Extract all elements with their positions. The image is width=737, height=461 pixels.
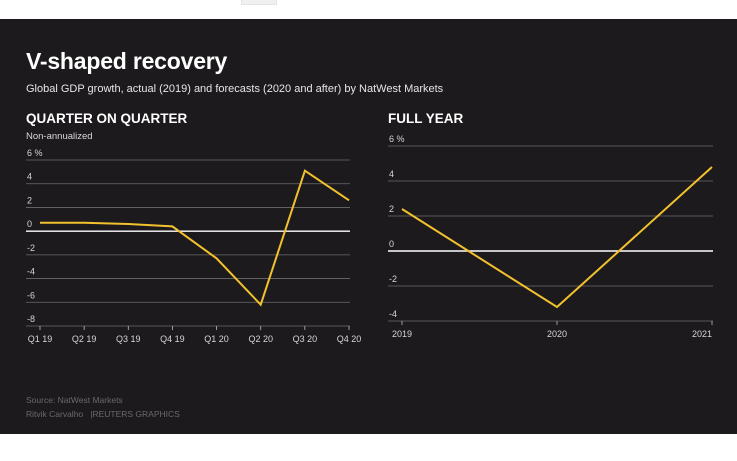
- quarterly-panel-title: QUARTER ON QUARTER: [26, 111, 188, 126]
- source-note: Source: NatWest Markets: [26, 395, 123, 405]
- quarterly-chart: 6 % 4 2 0 -2 -4 -6 -8 Q1 19 Q2 19 Q3 19 Q4 19 Q1 20 Q…: [26, 148, 362, 344]
- quarterly-x-tick-label: Q4 19: [160, 334, 185, 344]
- quarterly-x-tick-label: Q1 20: [204, 334, 229, 344]
- fullyear-y-tick-label: -4: [389, 309, 397, 319]
- fullyear-series-line: [401, 166, 713, 309]
- quarterly-x-tick-label: Q3 19: [116, 334, 141, 344]
- fullyear-y-tick-label: 4: [389, 169, 394, 179]
- quarterly-x-tick-label: Q2 20: [248, 334, 273, 344]
- quarterly-series-line: [40, 169, 350, 307]
- fullyear-y-tick-label: -2: [389, 274, 397, 284]
- quarterly-y-tick-label: -2: [27, 243, 35, 253]
- quarterly-y-tick-label: 6 %: [27, 148, 43, 158]
- top-tab: [241, 0, 277, 5]
- quarterly-x-tick-label: Q1 19: [28, 334, 53, 344]
- quarterly-y-tick-label: -6: [27, 290, 35, 300]
- quarterly-panel-subtitle: Non-annualized: [26, 131, 93, 142]
- fullyear-y-tick-label: 0: [389, 239, 394, 249]
- graphic-title: V-shaped recovery: [26, 48, 228, 74]
- quarterly-y-tick-label: -4: [27, 267, 35, 277]
- fullyear-y-tick-label: 2: [389, 204, 394, 214]
- fullyear-y-tick-label: 6 %: [389, 134, 405, 144]
- fullyear-panel-title: FULL YEAR: [388, 111, 464, 126]
- quarterly-y-tick-label: 2: [27, 195, 32, 205]
- quarterly-y-tick-label: -8: [27, 314, 35, 324]
- fullyear-x-tick-label: 2021: [692, 329, 712, 339]
- credit-note: Ritvik Carvalho |REUTERS GRAPHICS: [26, 409, 180, 419]
- chart-card: V-shaped recovery Global GDP growth, act…: [0, 19, 737, 434]
- quarterly-x-tick-label: Q3 20: [293, 334, 318, 344]
- quarterly-x-tick-label: Q4 20: [337, 334, 362, 344]
- graphic-subtitle: Global GDP growth, actual (2019) and for…: [26, 83, 444, 95]
- quarterly-y-tick-label: 0: [27, 219, 32, 229]
- quarterly-y-tick-label: 4: [27, 172, 32, 182]
- quarterly-x-tick-label: Q2 19: [72, 334, 97, 344]
- fullyear-x-tick-label: 2020: [547, 329, 567, 339]
- fullyear-x-tick-label: 2019: [392, 329, 412, 339]
- fullyear-chart: 6 % 4 2 0 -2 -4 2019 2020 2021: [388, 134, 713, 339]
